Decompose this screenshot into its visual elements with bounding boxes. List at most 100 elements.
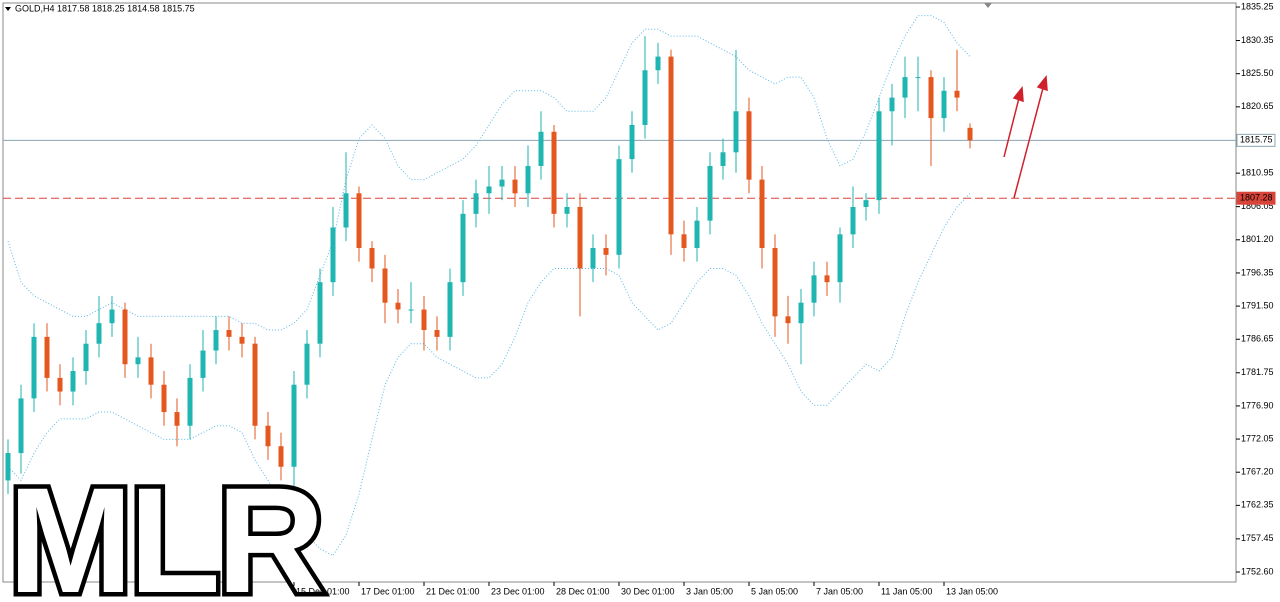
y-tick-label: 1791.50 xyxy=(1241,300,1274,310)
y-tick-label: 1806.05 xyxy=(1241,201,1274,211)
bollinger-upper xyxy=(7,15,971,331)
y-tick-label: 1757.45 xyxy=(1241,533,1274,543)
candle-body xyxy=(135,357,141,365)
candle-body xyxy=(187,377,193,426)
plot-area xyxy=(3,15,1236,570)
level-line-label: 1807.28 xyxy=(1240,193,1273,203)
candle-body xyxy=(850,206,856,235)
candle-body xyxy=(941,90,947,119)
y-tick-label: 1810.95 xyxy=(1241,168,1274,178)
candle-body xyxy=(382,268,388,303)
candle-body xyxy=(668,56,674,235)
candle-body xyxy=(928,77,934,119)
candle-body xyxy=(304,343,310,385)
y-tick-label: 1825.50 xyxy=(1241,68,1274,78)
candle-body xyxy=(460,213,466,283)
y-tick-label: 1835.25 xyxy=(1241,1,1274,11)
level-line-box xyxy=(1236,191,1276,205)
candle-body xyxy=(291,384,297,467)
x-tick-label: 28 Dec 01:00 xyxy=(556,586,610,596)
candle-body xyxy=(343,193,349,228)
y-tick-label: 1820.65 xyxy=(1241,101,1274,111)
y-tick-label: 1772.05 xyxy=(1241,433,1274,443)
candle-body xyxy=(824,275,830,283)
candle-body xyxy=(889,97,895,112)
candle-body xyxy=(590,247,596,269)
candle-body xyxy=(629,124,635,160)
candle-body xyxy=(538,131,544,166)
candle-body xyxy=(473,193,479,214)
candle-body xyxy=(83,343,89,372)
candle-body xyxy=(564,206,570,214)
y-tick-label: 1796.35 xyxy=(1241,267,1274,277)
arrow xyxy=(1003,97,1020,158)
y-tick-label: 1781.75 xyxy=(1241,367,1274,377)
candle-body xyxy=(44,336,50,378)
candle-body xyxy=(161,384,167,413)
candle-body xyxy=(876,111,882,201)
candle-body xyxy=(759,179,765,248)
menu-icon xyxy=(5,7,11,11)
candle-body xyxy=(811,275,817,303)
candle-body xyxy=(837,234,843,283)
y-tick-label: 1830.35 xyxy=(1241,35,1274,45)
y-tick-label: 1767.20 xyxy=(1241,467,1274,477)
x-tick-label: 5 Jan 05:00 xyxy=(751,586,798,596)
candle-body xyxy=(499,179,505,187)
header: GOLD,H4 1817.58 1818.25 1814.58 1815.75 xyxy=(15,3,195,13)
candle-body xyxy=(863,200,869,207)
candle-body xyxy=(278,446,284,467)
watermark: MLR xyxy=(8,456,323,602)
candle-body xyxy=(239,336,245,344)
candle-body xyxy=(109,309,115,324)
candle-body xyxy=(70,371,76,392)
candle-body xyxy=(31,336,37,399)
candle-body xyxy=(954,90,960,98)
candle-body xyxy=(18,398,24,454)
x-tick-label: 23 Dec 01:00 xyxy=(491,586,545,596)
x-tick-label: 11 Jan 05:00 xyxy=(881,586,932,596)
candle-body xyxy=(785,316,791,324)
candle-body xyxy=(772,247,778,317)
candle-body xyxy=(720,152,726,166)
candle-body xyxy=(96,323,102,344)
price-line-box xyxy=(1236,133,1276,147)
candle-body xyxy=(226,330,232,337)
x-tick-label: 13 Jan 05:00 xyxy=(946,586,998,596)
candle-body xyxy=(252,343,258,426)
candle-body xyxy=(733,111,739,153)
x-tick-label: 7 Jan 05:00 xyxy=(816,586,863,596)
candle-body xyxy=(616,159,622,255)
arrow xyxy=(1013,87,1044,199)
y-tick-label: 1762.35 xyxy=(1241,500,1274,510)
plot-frame xyxy=(2,2,1237,583)
candle-body xyxy=(122,309,128,365)
candle-body xyxy=(421,309,427,331)
x-tick-label: 15 Dec 01:00 xyxy=(296,586,350,596)
candle-body xyxy=(707,165,713,221)
candle-body xyxy=(603,247,609,255)
y-tick-label: 1752.60 xyxy=(1241,566,1274,576)
candle-body xyxy=(486,186,492,194)
candle-body xyxy=(265,425,271,447)
candle-body xyxy=(967,127,973,141)
y-tick-label: 1776.90 xyxy=(1241,400,1274,410)
candle-body xyxy=(915,77,921,79)
price-line-label: 1815.75 xyxy=(1240,135,1273,145)
candle-body xyxy=(655,56,661,71)
candle-body xyxy=(551,131,557,214)
candle-body xyxy=(148,357,154,385)
candle-body xyxy=(174,412,180,426)
candle-body xyxy=(434,330,440,337)
candle-body xyxy=(395,302,401,310)
x-tick-label: 30 Dec 01:00 xyxy=(621,586,675,596)
candle-body xyxy=(902,77,908,98)
candle-body xyxy=(746,111,752,180)
candle-body xyxy=(642,70,648,125)
candle-body xyxy=(369,247,375,269)
candle-body xyxy=(200,350,206,378)
arrows xyxy=(1003,75,1048,199)
candle-body xyxy=(447,282,453,337)
candle-body xyxy=(5,453,11,481)
